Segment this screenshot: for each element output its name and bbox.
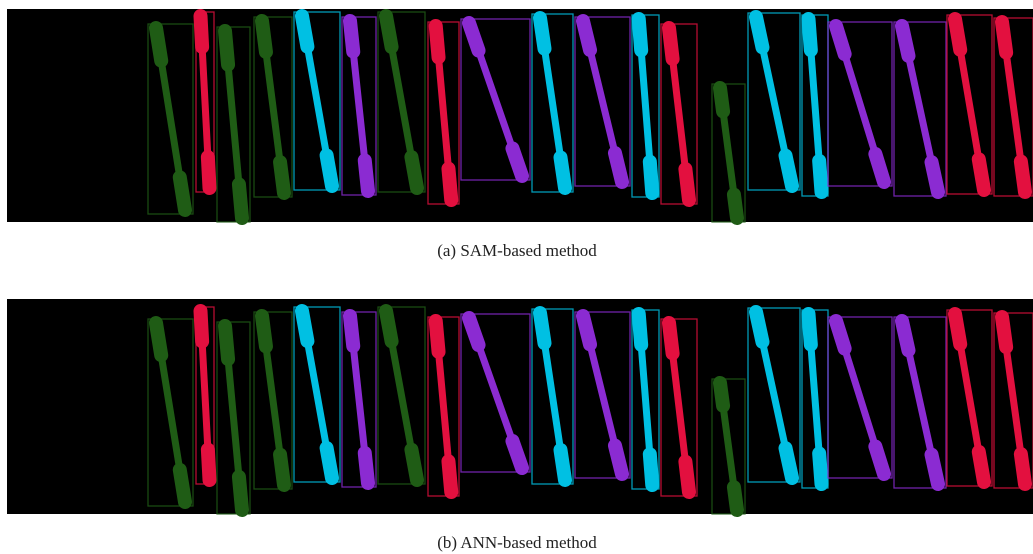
specimen-grip (1002, 317, 1006, 347)
specimen-grip (561, 450, 566, 480)
specimen-grip (955, 19, 960, 50)
specimen-grip (327, 448, 332, 478)
page: (a) SAM-based method (b) ANN-based metho… (0, 0, 1033, 554)
specimen-grip (615, 153, 622, 182)
specimen-grip (650, 454, 652, 485)
specimen-grip (512, 148, 522, 176)
specimen-grip (639, 314, 641, 345)
specimen-grip (302, 16, 307, 47)
specimen-grip (685, 462, 689, 492)
specimen-grip (639, 19, 641, 50)
specimen-grip (615, 446, 622, 474)
specimen-grip (280, 455, 284, 485)
panel-b-caption: (b) ANN-based method (437, 533, 597, 552)
specimen-grip (819, 453, 821, 484)
specimen-grip (302, 311, 307, 341)
specimen-grip (650, 162, 652, 193)
specimen-grip (448, 169, 451, 200)
specimen-grip (540, 313, 545, 343)
specimen-grip (411, 157, 417, 188)
specimen-grip (469, 318, 479, 345)
specimen-grip (1021, 161, 1025, 192)
specimen-grip (819, 161, 821, 192)
specimen-grip (583, 316, 590, 344)
specimen-grip (786, 448, 792, 478)
specimen-grip (365, 160, 368, 191)
specimen-grip (902, 26, 908, 56)
specimen-grip (955, 314, 960, 344)
specimen-grip (734, 195, 737, 218)
specimen-grip (756, 312, 762, 342)
specimen-grip (262, 21, 266, 52)
specimen-grip (836, 26, 845, 54)
specimen-grip (1021, 454, 1025, 484)
specimen-grip (685, 169, 689, 200)
specimen-grip (786, 156, 792, 186)
specimen-grip (875, 154, 884, 182)
specimen-grip (225, 31, 228, 65)
specimen-grip (436, 321, 439, 352)
panel-a-caption: (a) SAM-based method (437, 241, 597, 260)
figure: (a) SAM-based method (b) ANN-based metho… (0, 0, 1033, 554)
specimen-grip (280, 162, 284, 193)
specimen-grip (756, 17, 762, 47)
specimen-grip (669, 28, 673, 59)
specimen-grip (180, 470, 185, 502)
specimen-grip (932, 455, 938, 484)
specimen-grip (180, 177, 185, 210)
specimen-grip (239, 477, 242, 510)
specimen-grip (262, 316, 266, 346)
specimen-grip (875, 446, 884, 474)
specimen-grip (669, 323, 673, 353)
specimen-grip (734, 487, 737, 510)
specimen-grip (1002, 22, 1006, 53)
specimen-grip (979, 159, 984, 190)
specimen-grip (932, 162, 938, 192)
specimen-grip (809, 314, 811, 345)
specimen-grip (327, 155, 332, 186)
specimen-grip (512, 441, 522, 468)
specimen-grip (386, 311, 392, 341)
specimen-grip (365, 453, 368, 483)
specimen-grip (448, 461, 451, 492)
specimen-grip (583, 21, 590, 50)
specimen-grip (350, 21, 353, 52)
specimen-grip (720, 88, 723, 111)
specimen-grip (386, 16, 392, 47)
specimen-grip (436, 26, 439, 57)
specimen-grip (225, 326, 228, 359)
specimen-grip (201, 16, 203, 47)
specimen-grip (239, 184, 242, 218)
specimen-grip (540, 18, 545, 49)
specimen-grip (836, 321, 845, 349)
specimen-grip (902, 321, 908, 350)
specimen-grip (208, 450, 210, 480)
specimen-grip (156, 28, 161, 61)
specimen-grip (469, 23, 479, 51)
specimen-grip (208, 157, 210, 188)
specimen-grip (201, 311, 203, 341)
specimen-grip (979, 452, 984, 482)
specimen-grip (411, 450, 417, 480)
specimen-grip (720, 383, 723, 406)
specimen-grip (809, 19, 811, 50)
specimen-grip (156, 323, 161, 355)
specimen-grip (350, 316, 353, 346)
specimen-grip (561, 157, 566, 188)
